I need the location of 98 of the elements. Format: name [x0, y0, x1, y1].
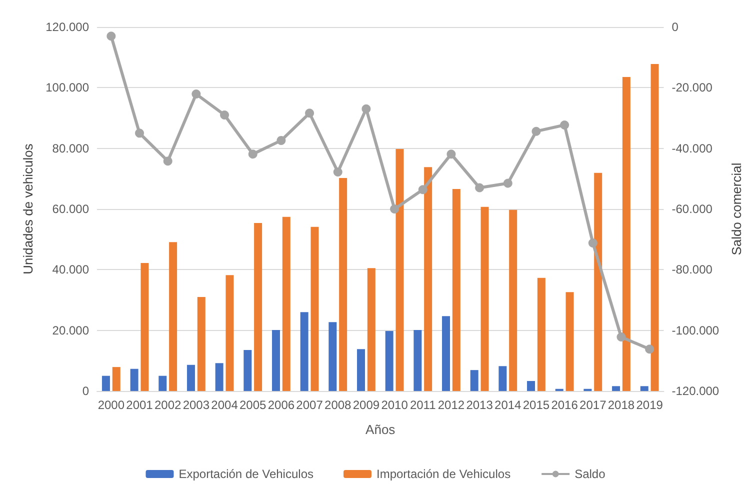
- legend-label: Saldo: [574, 467, 606, 481]
- x-tick-label: 2015: [522, 398, 550, 412]
- x-tick-label: 2002: [154, 398, 182, 412]
- bar: [226, 275, 234, 391]
- bar: [300, 312, 308, 391]
- y2-tick-label: 0: [672, 20, 679, 34]
- legend-label: Exportación de Vehiculos: [178, 467, 314, 481]
- bar: [612, 386, 620, 391]
- bar: [310, 226, 319, 391]
- bar: [480, 206, 489, 391]
- x-tick-label: 2003: [182, 398, 210, 412]
- bar: [509, 210, 518, 391]
- bar: [566, 292, 574, 391]
- x-tick-label: 2005: [240, 398, 267, 412]
- bar: [215, 363, 224, 391]
- bar: [356, 349, 365, 391]
- bar: [244, 350, 252, 391]
- x-tick-label: 2012: [438, 398, 465, 412]
- x-tick-label: 2016: [551, 398, 578, 412]
- y-tick-label: 80.000: [52, 141, 90, 156]
- point: [390, 204, 400, 214]
- y2-tick-label: -60.000: [672, 202, 713, 216]
- point: [220, 110, 230, 120]
- x-tick-label: 2010: [381, 398, 408, 412]
- bar: [527, 380, 536, 391]
- x-tick-label: 2011: [410, 398, 436, 412]
- y-axis-title: Unidades de vehiculos: [20, 143, 36, 274]
- point: [135, 128, 144, 138]
- bar: [414, 330, 422, 391]
- x-tick-label: 2014: [494, 398, 522, 412]
- bar: [594, 172, 602, 391]
- point: [248, 150, 258, 159]
- bar: [452, 188, 460, 391]
- y2-tick-label: -40.000: [672, 141, 713, 156]
- x-tick-label: 2001: [126, 398, 154, 412]
- x-tick-label: 2007: [296, 398, 324, 412]
- point: [503, 178, 512, 188]
- y-tick-label: 20.000: [52, 323, 90, 338]
- point: [475, 183, 484, 192]
- point: [588, 238, 598, 248]
- y-tick-label: 120.000: [46, 20, 90, 34]
- y2-tick-label: -100.000: [672, 323, 720, 338]
- bar: [339, 178, 348, 391]
- bar: [272, 330, 280, 391]
- point: [645, 344, 654, 354]
- x-tick-label: 2000: [98, 398, 125, 412]
- x-tick-label: 2013: [466, 398, 494, 412]
- point: [616, 332, 626, 342]
- bar: [140, 262, 149, 391]
- y-tick-label: 40.000: [52, 262, 90, 277]
- y2-tick-label: -80.000: [672, 262, 713, 277]
- x-tick-label: 2018: [608, 398, 635, 412]
- x-tick-label: 2006: [268, 398, 295, 412]
- x-tick-label: 2008: [324, 398, 352, 412]
- bar: [169, 242, 178, 391]
- bar: [424, 167, 432, 391]
- bar: [367, 268, 376, 391]
- bar: [186, 364, 195, 391]
- bar: [650, 64, 659, 391]
- y2-tick-label: -120.000: [672, 384, 720, 398]
- y2-axis-title: Saldo comercial: [729, 162, 744, 256]
- bar: [254, 222, 262, 391]
- bar: [470, 370, 478, 391]
- y-tick-label: 0: [82, 384, 90, 398]
- bar: [130, 368, 138, 391]
- bar: [622, 77, 630, 391]
- bar: [112, 367, 120, 391]
- point: [560, 120, 570, 130]
- point: [305, 108, 314, 118]
- point: [446, 150, 456, 159]
- bar: [396, 148, 404, 391]
- y-tick-label: 60.000: [52, 202, 90, 216]
- x-tick-label: 2019: [636, 398, 664, 412]
- point: [418, 185, 428, 194]
- bar: [197, 296, 206, 391]
- point: [333, 167, 342, 176]
- x-tick-label: 2017: [580, 398, 607, 412]
- point: [532, 126, 541, 136]
- bar: [158, 376, 167, 391]
- y-tick-label: 100.000: [46, 80, 90, 95]
- bar: [537, 278, 546, 391]
- x-axis-title: Años: [366, 422, 396, 437]
- bar: [385, 330, 394, 391]
- bar: [640, 386, 648, 391]
- bar: [102, 376, 110, 391]
- bar: [282, 216, 290, 391]
- point: [163, 156, 172, 166]
- point: [276, 136, 286, 145]
- point: [106, 32, 116, 41]
- bar: [498, 366, 507, 391]
- y2-tick-label: -20.000: [672, 80, 713, 95]
- bar: [442, 316, 450, 391]
- x-tick-label: 2009: [352, 398, 380, 412]
- point: [192, 90, 201, 99]
- legend-label: Importación de Vehiculos: [376, 467, 511, 481]
- bar: [328, 322, 337, 391]
- point: [362, 104, 371, 114]
- x-tick-label: 2004: [211, 398, 238, 412]
